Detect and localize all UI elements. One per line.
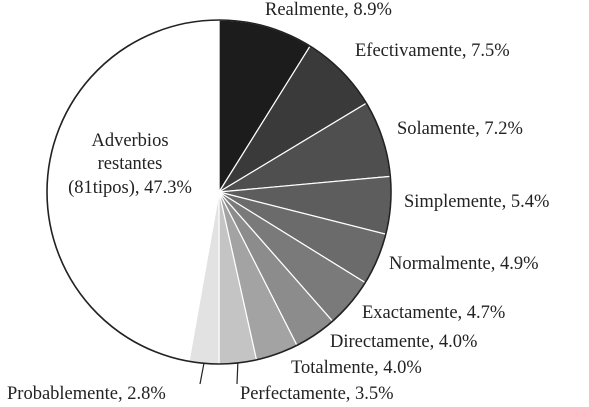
label-directamente: Directamente, 4.0% xyxy=(330,332,477,352)
label-normalmente: Normalmente, 4.9% xyxy=(389,254,539,274)
label-simplemente: Simplemente, 5.4% xyxy=(404,192,549,212)
label-restantes-line-3: (81tipos), 47.3% xyxy=(68,178,192,198)
leader-perfectamente xyxy=(236,362,239,385)
leader-probablemente xyxy=(199,363,205,385)
label-efectivamente: Efectivamente, 7.5% xyxy=(355,41,510,61)
label-totalmente: Totalmente, 4.0% xyxy=(291,358,422,378)
label-solamente: Solamente, 7.2% xyxy=(397,119,523,139)
label-probablemente: Probablemente, 2.8% xyxy=(7,384,166,404)
label-restantes-line-2: restantes xyxy=(98,154,163,174)
label-leader-lines xyxy=(199,362,239,385)
pie-outline xyxy=(46,19,392,365)
label-exactamente: Exactamente, 4.7% xyxy=(362,303,505,323)
label-realmente: Realmente, 8.9% xyxy=(265,0,392,20)
slice-labels: Realmente, 8.9% Efectivamente, 7.5% Sola… xyxy=(7,0,549,404)
label-perfectamente: Perfectamente, 3.5% xyxy=(240,384,394,404)
label-restantes-line-1: Adverbios xyxy=(91,131,168,151)
pie-slices xyxy=(46,19,392,365)
